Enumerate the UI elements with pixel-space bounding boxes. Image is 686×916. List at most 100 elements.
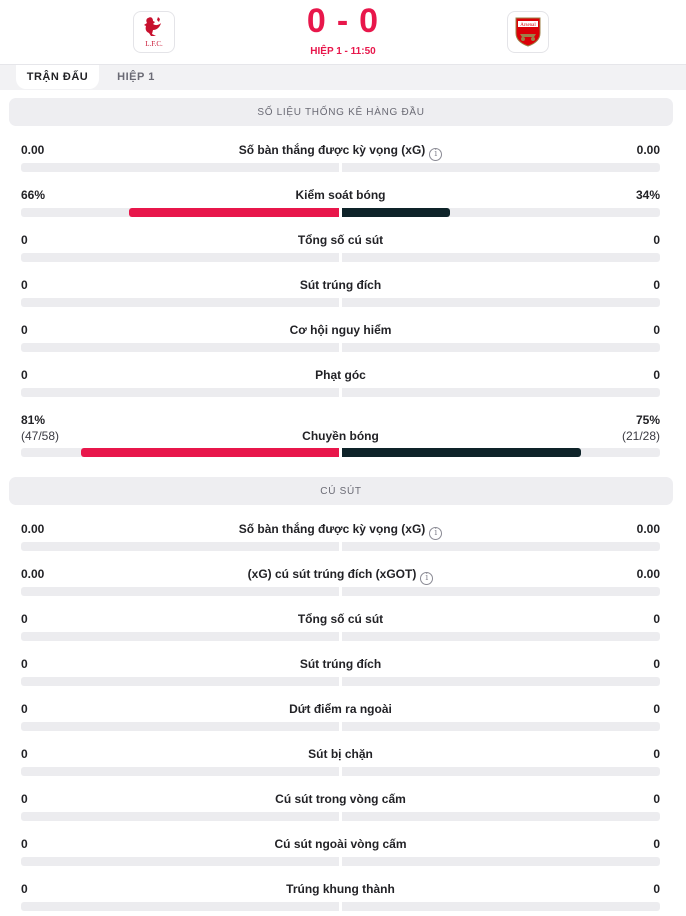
home-bar-track xyxy=(21,677,339,686)
away-bar-track xyxy=(342,253,660,262)
stat-label: Trúng khung thành xyxy=(21,882,660,896)
away-bar-track xyxy=(342,208,660,217)
stat-comparison-bar xyxy=(21,902,660,911)
stat-row: 81% 75% (47/58) (21/28) Chuyền bóng xyxy=(21,413,660,463)
stat-label: Cơ hội nguy hiểm xyxy=(21,323,660,337)
away-stat-value: 75% xyxy=(635,413,660,427)
info-icon[interactable]: i xyxy=(429,527,443,540)
home-bar-track xyxy=(21,632,339,641)
stat-comparison-bar xyxy=(21,542,660,551)
stat-comparison-bar xyxy=(21,253,660,262)
away-bar-fill xyxy=(342,208,450,217)
stat-label: Sút bị chặn xyxy=(21,747,660,761)
away-bar-track xyxy=(342,722,660,731)
stat-label-text: (xG) cú sút trúng đích (xGOT) xyxy=(247,567,417,581)
stat-label: Phạt góc xyxy=(21,368,660,382)
away-bar-track xyxy=(342,767,660,776)
stat-label: Số bàn thắng được kỳ vọng (xG) i xyxy=(21,522,660,540)
home-bar-track xyxy=(21,722,339,731)
home-stat-value: 0.00 xyxy=(21,522,45,536)
info-icon[interactable]: i xyxy=(429,148,443,161)
section-header: CÚ SÚT xyxy=(9,477,673,505)
home-stat-value: 0 xyxy=(21,837,28,851)
stat-comparison-bar xyxy=(21,388,660,397)
info-icon[interactable]: i xyxy=(420,572,434,585)
home-bar-track xyxy=(21,388,339,397)
away-logo-text: Arsenal xyxy=(520,23,536,28)
stat-label-text: Sút bị chặn xyxy=(308,747,373,761)
stat-row: 0.00 0.00 Số bàn thắng được kỳ vọng (xG) i xyxy=(21,522,660,552)
home-stat-value: 0 xyxy=(21,323,28,337)
stat-label: Sút trúng đích xyxy=(21,278,660,292)
stat-label-text: Cơ hội nguy hiểm xyxy=(289,323,392,337)
home-logo-text: L.F.C. xyxy=(145,40,163,48)
stat-label: Tổng số cú sút xyxy=(21,612,660,626)
stat-label: Tổng số cú sút xyxy=(21,233,660,247)
away-bar-track xyxy=(342,587,660,596)
stat-comparison-bar xyxy=(21,298,660,307)
home-bar-track xyxy=(21,902,339,911)
stat-label-text: Số bàn thắng được kỳ vọng (xG) xyxy=(238,143,426,157)
liverbird-crest-icon: L.F.C. xyxy=(144,17,163,48)
stat-label-text: Tổng số cú sút xyxy=(297,612,384,626)
stat-comparison-bar xyxy=(21,767,660,776)
stat-label: (xG) cú sút trúng đích (xGOT) i xyxy=(21,567,660,585)
home-stat-value: 0 xyxy=(21,882,28,896)
away-stat-value: 0 xyxy=(653,792,660,806)
away-stat-value: 34% xyxy=(635,188,660,202)
home-stat-value: 0 xyxy=(21,278,28,292)
stat-label-text: Tổng số cú sút xyxy=(297,233,384,247)
away-stat-value: 0 xyxy=(653,323,660,337)
stat-row: 0 0 Cú sút ngoài vòng cấm xyxy=(21,837,660,867)
home-stat-value: 66% xyxy=(21,188,46,202)
stat-label-text: Trúng khung thành xyxy=(286,882,395,896)
away-bar-track xyxy=(342,298,660,307)
stat-label-text: Sút trúng đích xyxy=(299,657,382,671)
away-bar-track xyxy=(342,542,660,551)
match-header: L.F.C. 0-0 HIỆP 1 - 11:50 Arsenal xyxy=(0,0,686,66)
stat-comparison-bar xyxy=(21,722,660,731)
tab-first-half[interactable]: HIỆP 1 xyxy=(117,71,155,83)
away-stat-value: 0.00 xyxy=(636,143,660,157)
away-stat-value: 0 xyxy=(653,278,660,292)
stat-row: 0 0 Sút bị chặn xyxy=(21,747,660,777)
home-team-logo[interactable]: L.F.C. xyxy=(133,11,175,53)
stat-row: 0 0 Phạt góc xyxy=(21,368,660,398)
home-bar-track xyxy=(21,163,339,172)
arsenal-crest-icon: Arsenal xyxy=(515,17,541,47)
home-bar-track xyxy=(21,812,339,821)
away-stat-value: 0 xyxy=(653,657,660,671)
stat-label-text: Dứt điểm ra ngoài xyxy=(289,702,392,716)
home-bar-fill xyxy=(129,208,339,217)
stat-label-text: Cú sút ngoài vòng cấm xyxy=(274,837,407,851)
away-stat-detail: (21/28) xyxy=(621,429,660,443)
away-bar-track xyxy=(342,812,660,821)
stat-label: Cú sút trong vòng cấm xyxy=(21,792,660,806)
stat-label-text: Sút trúng đích xyxy=(299,278,382,292)
away-bar-track xyxy=(342,677,660,686)
stat-comparison-bar xyxy=(21,857,660,866)
stat-row: 0 0 Dứt điểm ra ngoài xyxy=(21,702,660,732)
stat-row: 0 0 Tổng số cú sút xyxy=(21,233,660,263)
home-bar-track xyxy=(21,253,339,262)
away-stat-value: 0 xyxy=(653,882,660,896)
home-stat-value: 0 xyxy=(21,368,28,382)
section-header: SỐ LIỆU THỐNG KÊ HÀNG ĐẦU xyxy=(9,98,673,126)
match-period-clock: HIỆP 1 - 11:50 xyxy=(310,46,376,57)
stat-comparison-bar xyxy=(21,677,660,686)
stat-comparison-bar xyxy=(21,632,660,641)
home-stat-detail: (47/58) xyxy=(21,429,60,443)
away-stat-value: 0 xyxy=(653,702,660,716)
stat-label: Sút trúng đích xyxy=(21,657,660,671)
home-bar-track xyxy=(21,542,339,551)
stat-comparison-bar xyxy=(21,448,660,457)
away-team-logo[interactable]: Arsenal xyxy=(507,11,549,53)
stat-row: 0 0 Cú sút trong vòng cấm xyxy=(21,792,660,822)
tab-match[interactable]: TRẬN ĐẤU xyxy=(16,65,99,89)
stat-label-text: Chuyền bóng xyxy=(302,429,379,443)
stat-label-text: Số bàn thắng được kỳ vọng (xG) xyxy=(238,522,426,536)
home-stat-value: 0 xyxy=(21,657,28,671)
stat-label: Cú sút ngoài vòng cấm xyxy=(21,837,660,851)
home-bar-track xyxy=(21,587,339,596)
away-stat-value: 0 xyxy=(653,747,660,761)
